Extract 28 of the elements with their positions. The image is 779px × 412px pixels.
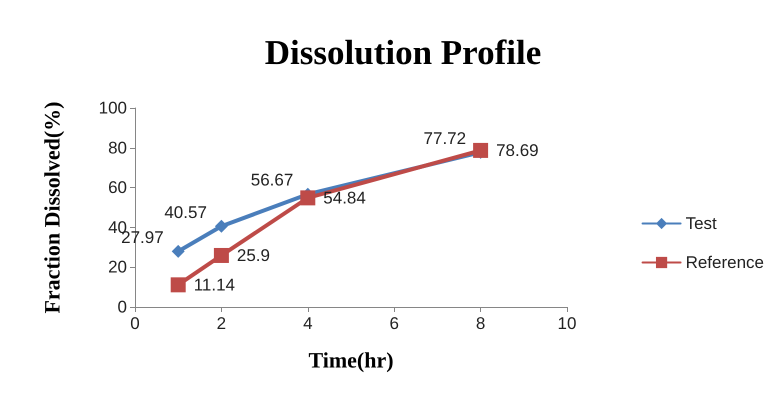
point — [214, 248, 229, 263]
point — [473, 142, 488, 158]
y-tick-label: 20 — [108, 258, 127, 277]
x-tick-label: 0 — [130, 314, 140, 333]
x-tick-label: 4 — [303, 314, 313, 333]
y-tick-label: 100 — [98, 98, 127, 118]
y-axis-title: Fraction Dissolved(%) — [40, 101, 64, 314]
y-tick-label: 80 — [108, 138, 127, 158]
data-label: 11.14 — [194, 275, 235, 294]
x-axis-title: Time(hr) — [308, 348, 394, 372]
data-label: 56.67 — [250, 170, 294, 190]
legend-label: Test — [686, 214, 718, 233]
data-label: 77.72 — [424, 128, 466, 148]
y-tick-label: 60 — [108, 178, 127, 198]
x-tick-label: 6 — [389, 314, 399, 333]
data-label: 25.9 — [236, 246, 270, 265]
point — [214, 220, 228, 233]
x-tick-label: 8 — [476, 314, 486, 333]
data-label: 78.69 — [496, 140, 539, 160]
x-tick-label: 10 — [558, 314, 576, 333]
data-label: 40.57 — [164, 202, 207, 222]
point — [170, 277, 186, 292]
data-label: 54.84 — [323, 188, 366, 208]
chart-title: Dissolution Profile — [264, 33, 542, 72]
legend-label: Reference — [686, 253, 764, 272]
y-tick-label: 0 — [118, 298, 127, 316]
point — [172, 244, 185, 258]
x-tick-label: 2 — [216, 314, 226, 333]
